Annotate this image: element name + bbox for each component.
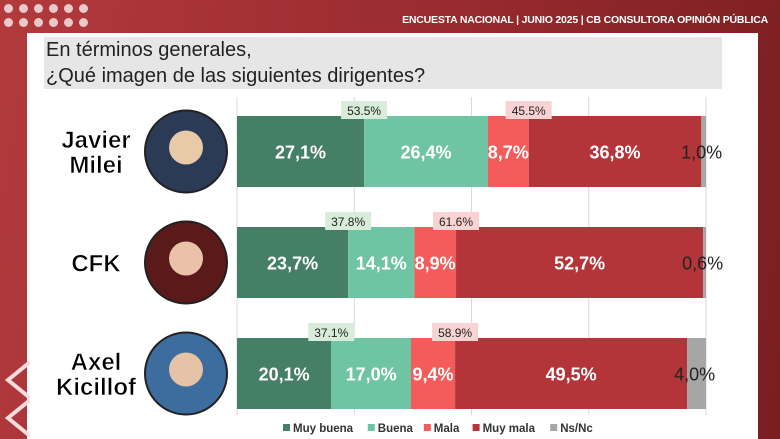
question-title: En términos generales, ¿Qué imagen de la…	[44, 37, 722, 89]
data-label: 26,4%	[400, 143, 451, 163]
candidate-name: Kicillof	[56, 374, 137, 401]
candidate-name: Milei	[69, 152, 122, 179]
positive-total-badge	[341, 101, 388, 119]
candidate-name: CFK	[71, 251, 121, 278]
question-line-2: ¿Qué imagen de las siguientes dirigentes…	[46, 65, 426, 87]
candidate-face	[169, 241, 203, 276]
candidate-face	[169, 130, 203, 165]
bar-segment-mala	[410, 338, 456, 409]
candidate-name: Javier	[61, 127, 130, 154]
negative-total: 58.9%	[438, 326, 472, 340]
bar-segment-buena	[331, 338, 411, 409]
legend-swatch	[550, 424, 558, 431]
bar-segment-ns-nc	[703, 227, 706, 298]
positive-total-badge	[325, 212, 372, 230]
legend-label: Muy mala	[483, 423, 536, 435]
bar-segment-muy-buena	[237, 338, 332, 409]
data-label: 27,1%	[275, 143, 326, 163]
data-label: 1,0%	[681, 143, 722, 163]
data-label: 0,6%	[682, 254, 723, 274]
data-label: 8,9%	[415, 254, 456, 274]
chevron-decor	[4, 360, 30, 438]
legend-swatch	[283, 424, 290, 431]
data-label: 17,0%	[346, 365, 397, 385]
legend-label: Mala	[434, 423, 460, 435]
legend-swatch	[423, 424, 431, 431]
bar-segment-ns-nc	[687, 338, 706, 409]
candidate-face	[169, 352, 203, 387]
data-label: 23,7%	[267, 254, 318, 274]
question-line-1: En términos generales,	[46, 39, 252, 61]
negative-total-badge	[432, 323, 479, 341]
legend-label: Buena	[378, 423, 414, 435]
data-label: 52,7%	[554, 254, 605, 274]
positive-total: 37.8%	[331, 215, 365, 229]
data-label: 9,4%	[413, 365, 454, 385]
bar-segment-muy-buena	[237, 227, 349, 298]
negative-total-badge	[505, 101, 552, 119]
data-label: 49,5%	[546, 365, 597, 385]
negative-total: 61.6%	[439, 215, 473, 229]
positive-total: 37.1%	[314, 326, 348, 340]
data-label: 8,7%	[488, 143, 529, 163]
data-label: 14,1%	[356, 254, 407, 274]
positive-total-badge	[308, 323, 355, 341]
candidate-name: Axel	[71, 349, 122, 376]
bar-segment-mala	[487, 116, 529, 187]
bar-segment-muy-mala	[528, 116, 702, 187]
bar-segment-ns-nc	[701, 116, 706, 187]
legend-swatch	[472, 424, 480, 431]
bar-segment-mala	[414, 227, 457, 298]
bar-segment-buena	[364, 116, 488, 187]
bar-segment-muy-mala	[456, 227, 704, 298]
negative-total: 45.5%	[512, 104, 546, 118]
survey-header: ENCUESTA NACIONAL | JUNIO 2025 | CB CONS…	[402, 14, 768, 26]
legend-label: Ns/Nc	[560, 423, 593, 435]
bar-segment-muy-buena	[237, 116, 365, 187]
legend-label: Muy buena	[293, 423, 354, 435]
bar-segment-buena	[348, 227, 415, 298]
data-label: 4,0%	[674, 365, 715, 385]
data-label: 36,8%	[589, 143, 640, 163]
legend-swatch	[367, 424, 375, 431]
negative-total-badge	[433, 212, 480, 230]
positive-total: 53.5%	[347, 104, 381, 118]
data-label: 20,1%	[259, 365, 310, 385]
bar-segment-muy-mala	[455, 338, 688, 409]
decor-dots	[4, 4, 89, 27]
